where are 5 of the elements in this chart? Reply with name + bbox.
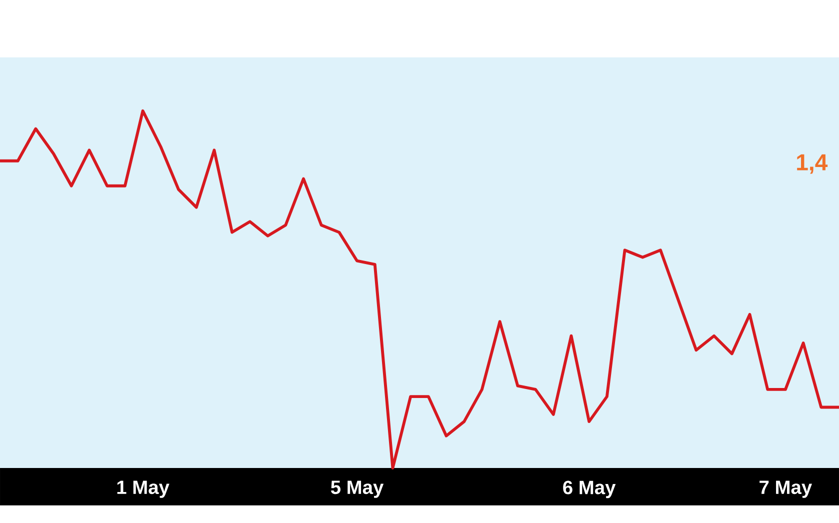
x-tick-label: 6 May [563,480,616,498]
x-tick-label: 5 May [330,480,384,498]
x-tick-label: 7 May [760,480,812,498]
annotation: 1,4 [797,154,828,174]
x-tick-label: 1 May [117,480,170,498]
